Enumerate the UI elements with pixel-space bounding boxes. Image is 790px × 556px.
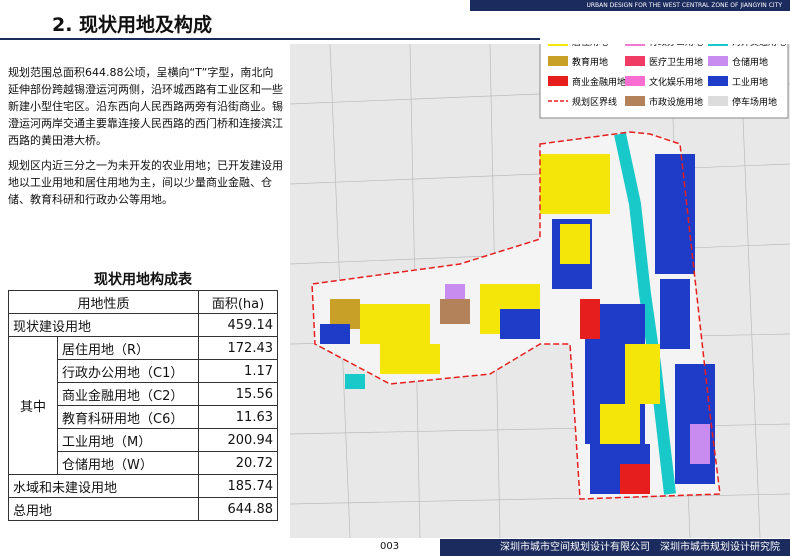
banner: URBAN DESIGN FOR THE WEST CENTRAL ZONE O…	[470, 0, 790, 11]
row-label: 其中	[8, 336, 58, 475]
legend-swatch	[708, 96, 728, 106]
legend-swatch	[625, 76, 645, 86]
canal	[614, 132, 676, 495]
legend-label: 文化娱乐用地	[649, 76, 703, 88]
row-label: 行政办公用地（C1）	[57, 359, 199, 383]
title-rule	[0, 38, 540, 40]
table-title: 现状用地构成表	[94, 272, 192, 288]
legend-swatch	[625, 96, 645, 106]
legend-swatch	[625, 44, 645, 46]
row-label: 居住用地（R）	[57, 336, 199, 360]
legend-label: 商业金融用地	[572, 76, 626, 88]
cell: 15.56	[198, 382, 278, 406]
legend-label: 仓储用地	[732, 56, 768, 68]
cell: 172.43	[198, 336, 278, 360]
paragraph: 规划范围总面积644.88公顷，呈横向“T”字型，南北向延伸部份跨越锡澄运河两侧…	[8, 66, 283, 147]
legend-label: 市政设施用地	[649, 96, 703, 108]
land-use-table: 现状用地构成表 用地性质 面积(ha) 现状建设用地 459.14 其中 居住用地（R…	[8, 268, 278, 521]
cell: 185.74	[198, 474, 278, 498]
cell: 11.63	[198, 405, 278, 429]
legend-label: 规划区界线	[572, 96, 617, 108]
footer: 深圳市城市空间规划设计有限公司 深圳市城市规划设计研究院	[440, 539, 790, 556]
cell: 459.14	[198, 313, 278, 337]
legend-swatch	[548, 76, 568, 86]
row-label: 水域和未建设用地	[8, 474, 199, 498]
legend-swatch	[708, 76, 728, 86]
page-title: 2. 现状用地及构成	[52, 14, 213, 36]
legend-label: 医疗卫生用地	[649, 56, 703, 68]
column-header: 用地性质	[8, 290, 199, 314]
row-label: 仓储用地（W）	[57, 451, 199, 475]
legend-label: 行政办公用地	[649, 44, 703, 48]
column-header: 面积(ha)	[198, 290, 278, 314]
cell: 20.72	[198, 451, 278, 475]
page-number: 003	[380, 541, 400, 552]
row-label: 工业用地（M）	[57, 428, 199, 452]
legend-label: 对外交通用地	[732, 44, 786, 48]
paragraph: 规划区内近三分之一为未开发的农业用地；已开发建设用地以工业用地和居住用地为主，间…	[8, 159, 283, 206]
plan-boundary	[311, 131, 721, 500]
legend-swatch	[548, 56, 568, 66]
land-use-map: 道 路居住用地行政办公用地对外交通用地教育用地医疗卫生用地仓储用地商业金融用地文…	[290, 44, 790, 538]
land-parcels	[320, 154, 715, 494]
cell: 200.94	[198, 428, 278, 452]
row-label: 总用地	[8, 497, 199, 521]
row-label: 商业金融用地（C2）	[57, 382, 199, 406]
legend-swatch	[625, 56, 645, 66]
legend-label: 工业用地	[732, 76, 768, 88]
legend-label: 教育用地	[572, 56, 608, 68]
cell: 644.88	[198, 497, 278, 521]
legend-label: 居住用地	[572, 44, 608, 48]
legend-swatch	[708, 56, 728, 66]
legend: 道 路居住用地行政办公用地对外交通用地教育用地医疗卫生用地仓储用地商业金融用地文…	[539, 44, 789, 119]
row-label: 教育科研用地（C6）	[57, 405, 199, 429]
row-label: 现状建设用地	[8, 313, 199, 337]
legend-swatch	[548, 44, 568, 46]
cell: 1.17	[198, 359, 278, 383]
legend-swatch	[708, 44, 728, 46]
legend-label: 停车场用地	[732, 96, 777, 108]
